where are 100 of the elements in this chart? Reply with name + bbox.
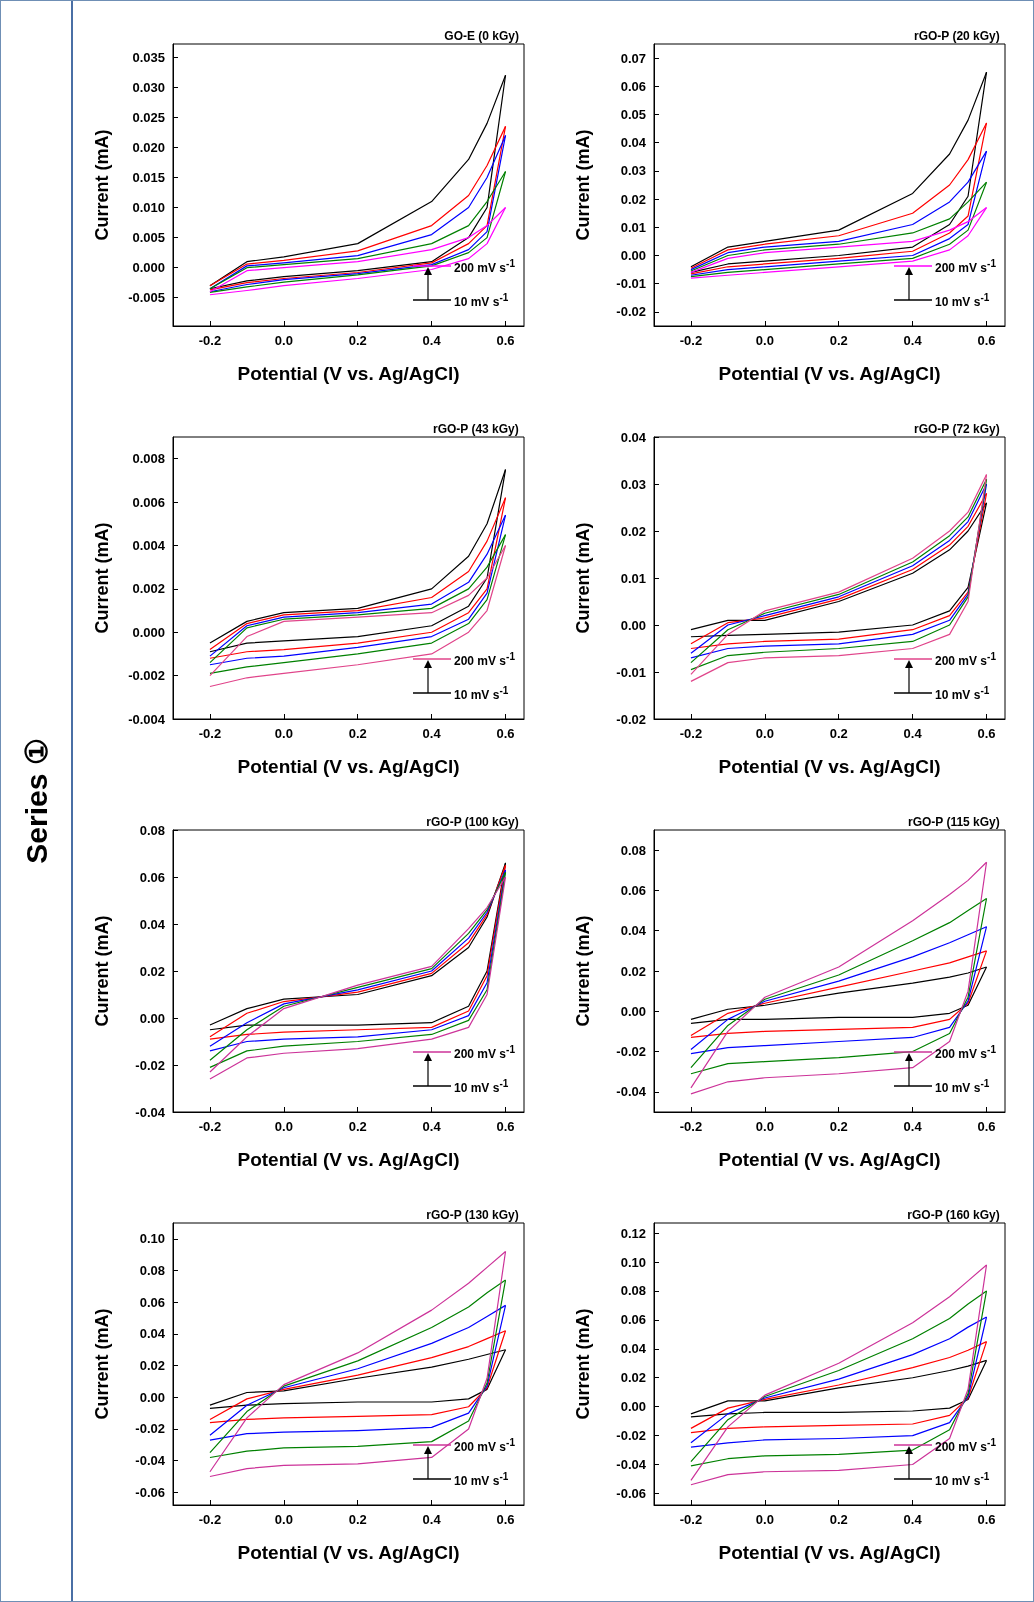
x-tick-label: 0.4 — [903, 1512, 923, 1527]
y-tick-label: 0.04 — [620, 429, 647, 445]
annotation: 200 mV s$^{-1}$ — [935, 1044, 996, 1061]
y-tick-label: -0.04 — [616, 1457, 647, 1473]
x-tick-label: -0.2 — [679, 1512, 703, 1527]
x-tick-label: -0.2 — [198, 726, 222, 741]
x-tick-label: 0.2 — [829, 333, 848, 348]
x-tick-label: 0.6 — [977, 333, 996, 348]
y-tick-label: 0.000 — [132, 260, 165, 276]
x-axis-title: Potential (V vs. Ag/AgCl) — [718, 1149, 941, 1170]
annotation: 200 mV s$^{-1}$ — [935, 651, 996, 668]
x-tick-label: 0.2 — [348, 726, 367, 741]
annotation: 10 mV s$^{-1}$ — [935, 1078, 990, 1095]
x-tick-label: 0.4 — [903, 726, 923, 741]
y-axis-title: Current (mA) — [573, 522, 593, 634]
x-axis-title: Potential (V vs. Ag/AgCl) — [718, 1542, 941, 1563]
y-tick-label: -0.04 — [135, 1453, 166, 1469]
y-axis-title: Current (mA) — [92, 129, 112, 241]
y-tick-label: 0.004 — [132, 537, 166, 553]
annotation: 10 mV s$^{-1}$ — [454, 1078, 509, 1095]
x-tick-label: 0.0 — [274, 726, 293, 741]
y-tick-label: 0.02 — [620, 963, 646, 979]
y-tick-label: 0.005 — [132, 230, 165, 246]
y-tick-label: 0.000 — [132, 624, 165, 640]
x-axis-title: Potential (V vs. Ag/AgCl) — [718, 363, 941, 384]
x-tick-label: 0.0 — [755, 726, 774, 741]
annotation: 200 mV s$^{-1}$ — [454, 258, 515, 275]
x-tick-label: -0.2 — [198, 1512, 222, 1527]
annotation: 200 mV s$^{-1}$ — [454, 1044, 515, 1061]
y-tick-label: 0.10 — [139, 1231, 165, 1247]
text: Series ① — [18, 738, 54, 864]
y-tick-label: -0.004 — [128, 711, 166, 727]
x-tick-label: 0.6 — [977, 726, 996, 741]
y-tick-label: 0.035 — [132, 49, 165, 65]
annotation: 200 mV s$^{-1}$ — [935, 1437, 996, 1454]
x-tick-label: 0.6 — [496, 1512, 515, 1527]
y-tick-label: 0.08 — [620, 1283, 646, 1299]
y-tick-label: 0.020 — [132, 139, 165, 155]
y-tick-label: 0.06 — [620, 78, 646, 94]
y-tick-label: 0.00 — [620, 1399, 646, 1415]
annotation: 10 mV s$^{-1}$ — [935, 292, 990, 309]
y-axis-title: Current (mA) — [92, 915, 112, 1027]
y-tick-label: -0.005 — [128, 290, 165, 306]
chart-title: rGO-P (130 kGy) — [426, 1208, 519, 1222]
y-axis-title: Current (mA) — [92, 522, 112, 634]
x-tick-label: 0.4 — [903, 333, 923, 348]
annotation: 200 mV s$^{-1}$ — [935, 258, 996, 275]
x-tick-label: 0.4 — [422, 1119, 442, 1134]
y-tick-label: 0.06 — [620, 1312, 646, 1328]
y-tick-label: -0.01 — [616, 276, 646, 292]
y-tick-label: 0.08 — [139, 822, 165, 838]
x-tick-label: 0.0 — [755, 1512, 774, 1527]
y-tick-label: 0.03 — [620, 163, 646, 179]
y-tick-label: 0.04 — [620, 923, 647, 939]
y-tick-label: -0.02 — [616, 1428, 646, 1444]
y-tick-label: 0.12 — [620, 1225, 646, 1241]
chart-title: rGO-P (43 kGy) — [432, 422, 519, 436]
x-tick-label: 0.4 — [903, 1119, 923, 1134]
chart-title: rGO-P (115 kGy) — [907, 815, 1000, 829]
y-tick-label: 0.08 — [620, 842, 646, 858]
annotation: 10 mV s$^{-1}$ — [935, 685, 990, 702]
y-tick-label: -0.02 — [616, 1044, 646, 1060]
x-tick-label: -0.2 — [198, 333, 222, 348]
x-axis-title: Potential (V vs. Ag/AgCl) — [718, 756, 941, 777]
y-tick-label: 0.02 — [620, 1370, 646, 1386]
y-tick-label: 0.00 — [620, 248, 646, 263]
x-tick-label: 0.6 — [496, 1119, 515, 1134]
y-tick-label: -0.02 — [135, 1057, 165, 1073]
y-tick-label: 0.05 — [620, 107, 646, 122]
y-tick-label: 0.00 — [620, 617, 646, 633]
x-tick-label: 0.6 — [977, 1512, 996, 1527]
x-tick-label: 0.2 — [829, 1119, 848, 1134]
y-tick-label: 0.02 — [620, 191, 646, 207]
y-tick-label: 0.02 — [139, 1358, 165, 1374]
y-tick-label: 0.03 — [620, 476, 646, 492]
y-tick-label: 0.10 — [620, 1254, 646, 1270]
x-tick-label: -0.2 — [679, 726, 703, 741]
x-tick-label: 0.2 — [348, 1512, 367, 1527]
y-tick-label: 0.01 — [620, 219, 646, 235]
y-tick-label: 0.06 — [620, 882, 646, 898]
y-axis-title: Current (mA) — [573, 1308, 593, 1420]
y-tick-label: -0.06 — [135, 1484, 165, 1500]
x-axis-title: Potential (V vs. Ag/AgCl) — [237, 1542, 460, 1563]
y-tick-label: 0.030 — [132, 79, 165, 95]
y-tick-label: 0.008 — [132, 451, 165, 467]
x-tick-label: 0.0 — [274, 1512, 293, 1527]
x-tick-label: 0.6 — [496, 726, 515, 741]
x-tick-label: -0.2 — [679, 333, 703, 348]
y-tick-label: 0.025 — [132, 109, 165, 125]
y-tick-label: -0.06 — [616, 1485, 646, 1501]
x-tick-label: 0.6 — [496, 333, 515, 348]
x-tick-label: 0.2 — [348, 333, 367, 348]
annotation: 200 mV s$^{-1}$ — [454, 651, 515, 668]
annotation: 10 mV s$^{-1}$ — [454, 685, 509, 702]
chart-title: rGO-P (160 kGy) — [907, 1208, 1000, 1222]
annotation: 10 mV s$^{-1}$ — [454, 1471, 509, 1488]
chart-title: rGO-P (100 kGy) — [426, 815, 519, 829]
chart-title: GO-E (0 kGy) — [444, 29, 519, 43]
y-tick-label: 0.02 — [620, 523, 646, 539]
y-tick-label: 0.06 — [139, 869, 165, 885]
